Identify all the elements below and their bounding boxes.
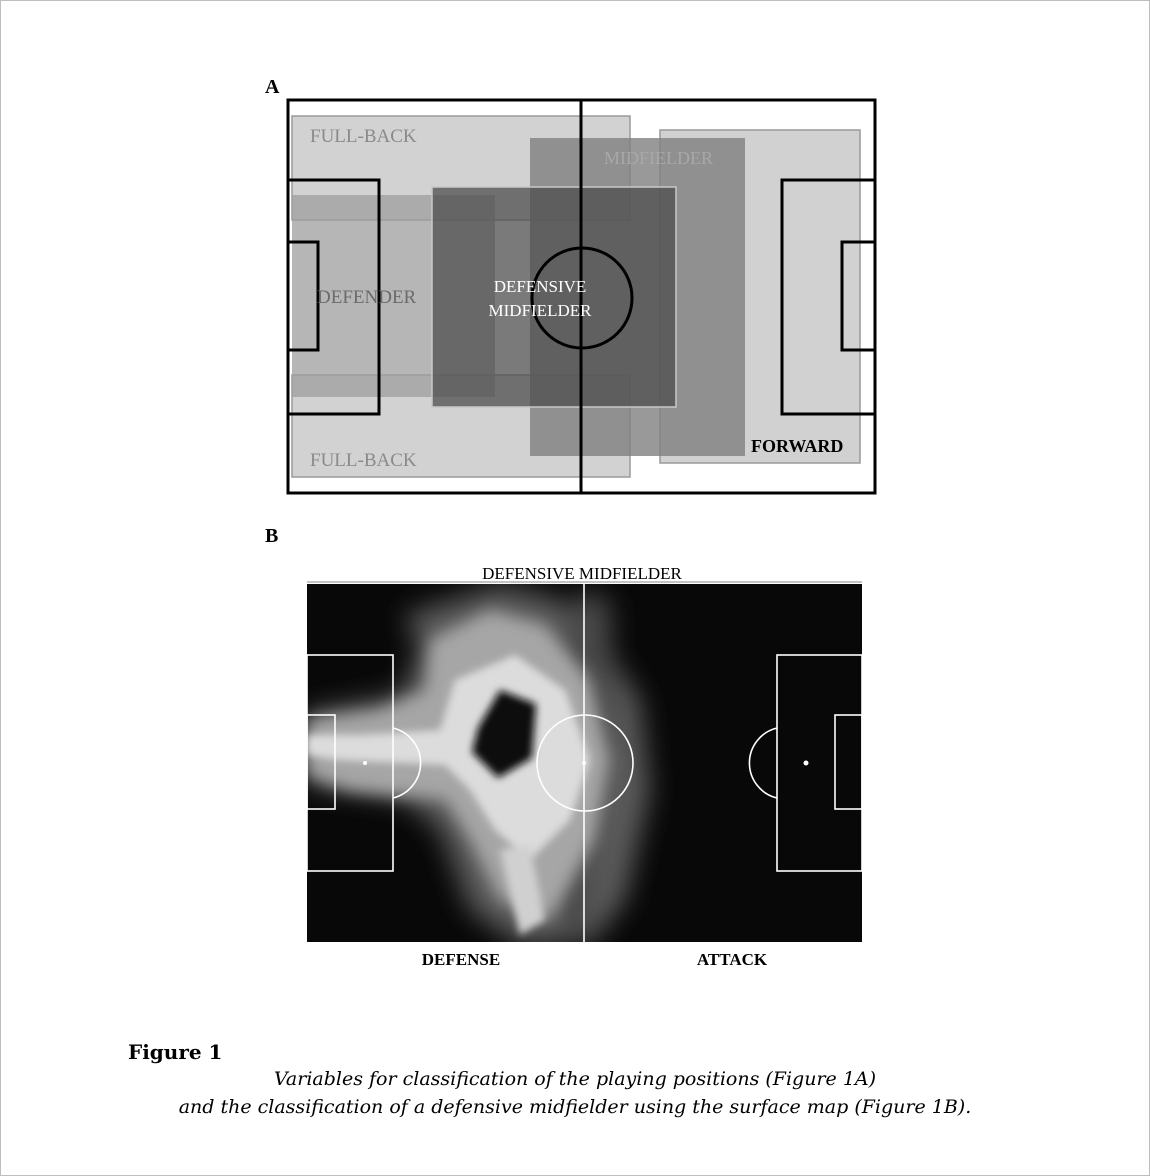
full-back-top-label: FULL-BACK [310, 126, 417, 147]
defender-label: DEFENDER [317, 287, 417, 308]
panel-b-surface-map: DEFENSIVE MIDFIELDER DEFENSE ATTACK [306, 564, 863, 969]
defensive-midfielder-label-line1: DEFENSIVE [494, 277, 587, 296]
defense-label: DEFENSE [422, 950, 500, 969]
figure-caption-line-1: Variables for classification of the play… [273, 1068, 877, 1090]
figure-caption-line-2: and the classification of a defensive mi… [178, 1096, 972, 1118]
dark-core [472, 690, 536, 778]
full-back-bottom-label: FULL-BACK [310, 450, 417, 471]
pitch-lines [286, 98, 877, 495]
defensive-midfielder-label-line2: MIDFIELDER [489, 301, 593, 320]
attack-label: ATTACK [697, 950, 768, 969]
heat-surface [307, 585, 650, 942]
panel-b-letter: B [265, 525, 279, 547]
panel-a-letter: A [265, 76, 280, 98]
figure-label: Figure 1 [128, 1040, 223, 1064]
defensive-midfielder-zone [431, 186, 677, 408]
forward-label: FORWARD [751, 436, 843, 456]
panel-a-pitch-diagram: FULL-BACK MIDFIELDER DEFENDER DEFENSIVE … [286, 98, 877, 495]
surface-map-title: DEFENSIVE MIDFIELDER [482, 564, 682, 583]
midfielder-label: MIDFIELDER [604, 148, 713, 168]
